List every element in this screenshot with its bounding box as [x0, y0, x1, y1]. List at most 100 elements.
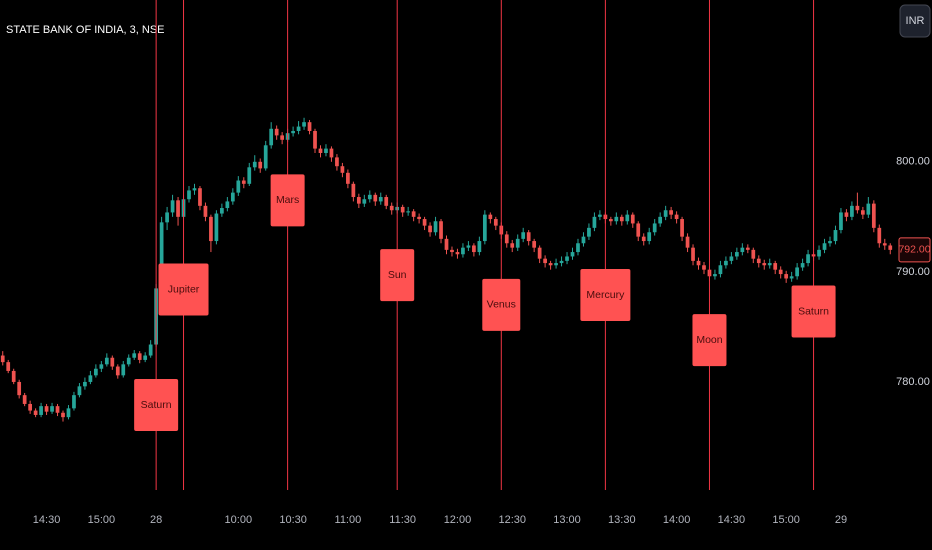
candle-body — [44, 406, 49, 412]
candle-body — [663, 210, 668, 217]
candle-body — [833, 230, 838, 242]
candle-body — [762, 263, 767, 266]
currency-label[interactable]: INR — [906, 15, 925, 27]
candle-body — [488, 214, 493, 220]
candle-body — [669, 210, 673, 215]
candle-body — [104, 357, 109, 365]
candle-body — [800, 263, 805, 268]
candle-body — [417, 216, 421, 220]
candle-body — [647, 232, 652, 242]
candle-body — [187, 190, 191, 200]
candle-body — [806, 254, 810, 264]
candle-body — [515, 238, 520, 248]
candle-body — [6, 362, 11, 371]
candle-body — [658, 216, 663, 224]
candle-body — [411, 211, 416, 217]
candle-body — [340, 166, 345, 173]
candle-body — [696, 260, 701, 266]
x-tick-label: 14:30 — [33, 514, 61, 526]
candle-body — [543, 258, 547, 264]
candle-body — [702, 265, 706, 270]
candle-body — [170, 200, 175, 213]
candle-body — [751, 249, 756, 259]
candle-body — [740, 247, 745, 253]
candle-body — [839, 212, 843, 231]
x-tick-label: 13:30 — [608, 514, 636, 526]
candle-body — [581, 236, 586, 244]
candle-body — [521, 232, 526, 239]
candle-body — [39, 406, 43, 415]
candle-body — [882, 243, 887, 246]
candle-body — [619, 216, 624, 222]
x-tick-label: 10:30 — [279, 514, 307, 526]
candle-body — [77, 386, 82, 396]
candle-body — [734, 252, 739, 257]
candle-body — [789, 276, 794, 279]
candle-body — [296, 126, 301, 131]
candle-body — [252, 161, 257, 168]
candle-body — [94, 368, 98, 376]
candle-body — [247, 167, 252, 184]
candle-body — [691, 247, 695, 261]
candle-body — [652, 223, 657, 233]
candle-body — [576, 243, 580, 253]
candle-body — [214, 213, 219, 242]
event-label: Venus — [487, 299, 516, 311]
candle-body — [143, 355, 148, 360]
x-tick-label: 28 — [150, 514, 162, 526]
event-label: Mercury — [586, 289, 625, 301]
candle-body — [828, 241, 832, 244]
x-tick-label: 12:00 — [444, 514, 472, 526]
candle-body — [351, 183, 356, 198]
candle-body — [33, 410, 38, 415]
candle-body — [844, 212, 849, 217]
candle-body — [17, 381, 22, 396]
candle-body — [608, 219, 613, 222]
y-tick-label: 780.00 — [896, 376, 930, 388]
candle-body — [466, 245, 471, 248]
candle-body — [565, 256, 569, 261]
candle-body — [220, 208, 224, 214]
candle-body — [784, 274, 789, 279]
candle-body — [680, 219, 684, 237]
candle-body — [148, 344, 153, 356]
candle-body — [274, 128, 279, 136]
event-box — [482, 278, 521, 331]
x-tick-label: 11:00 — [335, 514, 362, 526]
candle-body — [356, 197, 361, 204]
candle-body — [280, 135, 285, 140]
event-box — [692, 314, 727, 367]
currency-button[interactable] — [899, 4, 931, 38]
candle-body — [313, 130, 317, 149]
candle-body — [855, 205, 860, 211]
candle-body — [850, 205, 854, 217]
candle-body — [817, 249, 821, 257]
event-label: Sun — [388, 269, 407, 281]
x-tick-label: 15:00 — [772, 514, 800, 526]
candle-body — [307, 122, 312, 131]
x-tick-label: 14:00 — [663, 514, 691, 526]
candle-body — [159, 222, 164, 289]
candle-body — [729, 256, 734, 261]
candle-body — [888, 245, 893, 250]
candle-body — [745, 247, 750, 250]
event-label: Saturn — [141, 399, 172, 411]
candle-body — [165, 212, 169, 223]
candle-body — [198, 188, 202, 206]
candle-body — [548, 263, 553, 266]
candle-body — [329, 148, 334, 158]
candle-body — [614, 216, 619, 222]
event-label: Moon — [696, 334, 722, 346]
candle-body — [263, 145, 268, 169]
candle-body — [269, 128, 274, 146]
candle-body — [461, 247, 465, 255]
candle-body — [346, 172, 350, 184]
candle-body — [258, 161, 263, 169]
candle-body — [99, 364, 104, 369]
candle-body — [537, 247, 542, 259]
candle-body — [88, 375, 93, 382]
candle-body — [83, 381, 87, 387]
event-box — [791, 285, 836, 338]
candle-body — [28, 403, 32, 411]
event-label: Saturn — [798, 305, 829, 317]
